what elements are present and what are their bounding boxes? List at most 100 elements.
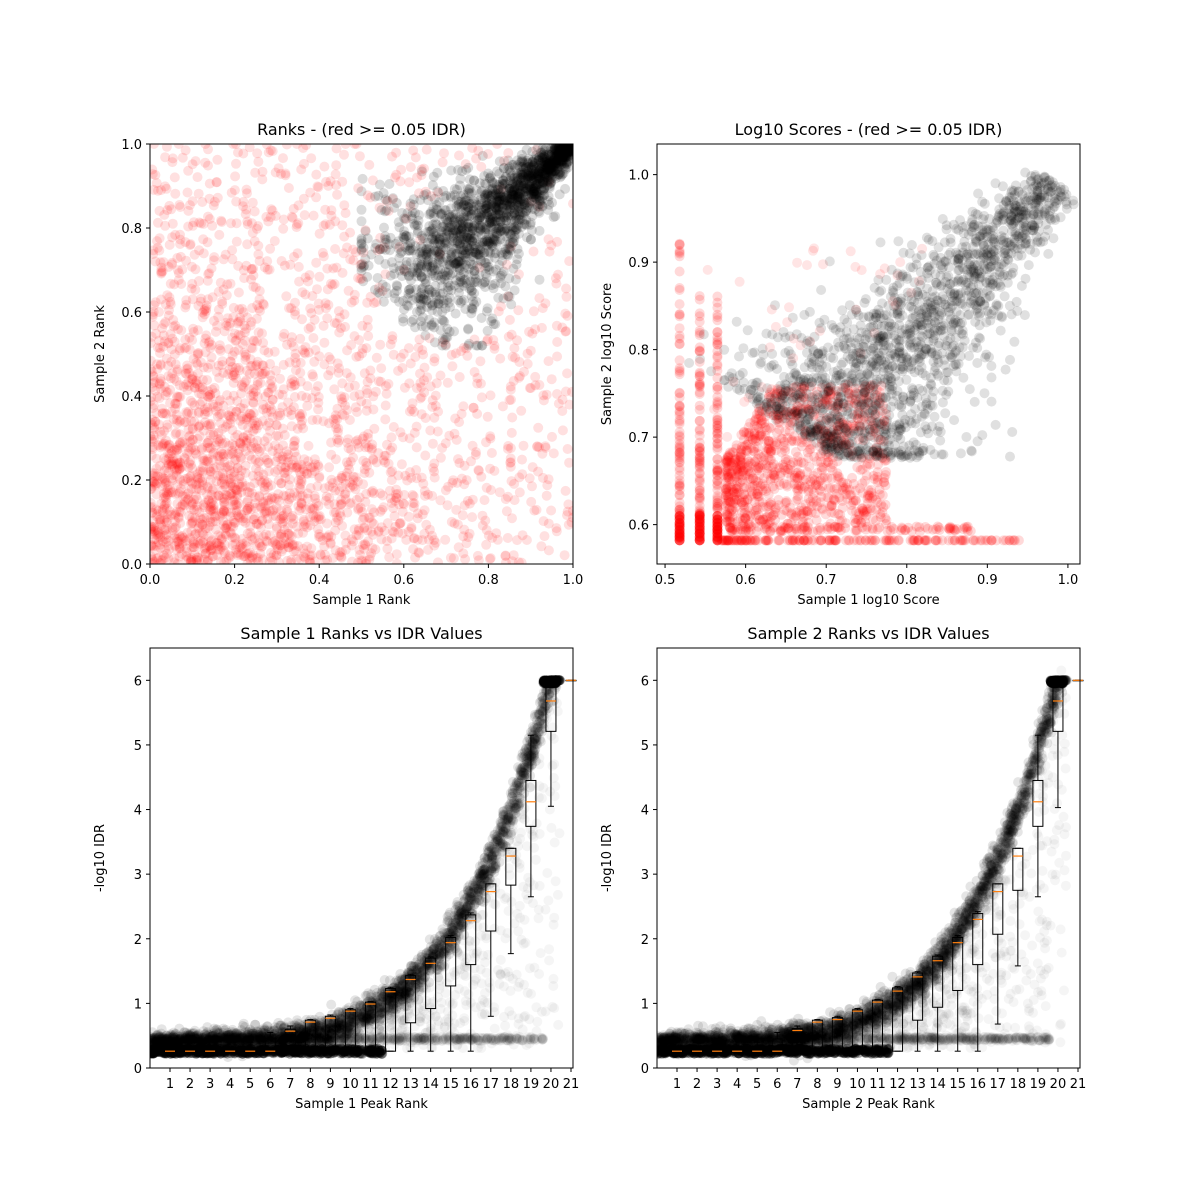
ranks-point-red <box>316 550 326 560</box>
ranks-point-red <box>503 533 513 543</box>
ranks-point-red <box>342 438 352 448</box>
ranks-point-red <box>325 220 335 230</box>
ranks-point-black <box>559 147 569 157</box>
ranks-point-red <box>171 428 181 438</box>
ranks-point-red <box>458 510 468 520</box>
ranks-point-red <box>512 535 522 545</box>
ranks-point-red <box>176 252 186 262</box>
ranks-point-red <box>174 268 184 278</box>
ranks-point-black <box>449 326 459 336</box>
scores-point-red <box>944 535 954 545</box>
ranks-point-red <box>338 268 348 278</box>
ranks-point-red <box>340 401 350 411</box>
ranks-point-red <box>458 401 468 411</box>
ranks-point-red <box>538 303 548 313</box>
scores-point-red <box>1010 535 1020 545</box>
ranks-point-red <box>313 181 323 191</box>
ranks-point-red <box>234 363 244 373</box>
ranks-point-red <box>194 245 204 255</box>
ranks-point-red <box>174 440 184 450</box>
ranks-point-red <box>187 398 197 408</box>
ranks-point-red <box>257 360 267 370</box>
ranks-point-black <box>428 235 438 245</box>
ranks-point-red <box>174 200 184 210</box>
ranks-point-red <box>281 291 291 301</box>
ranks-point-red <box>326 355 336 365</box>
ranks-point-red <box>151 329 161 339</box>
ranks-xtick-label: 0.4 <box>309 573 330 588</box>
scores-point-red <box>844 535 854 545</box>
ranks-point-red <box>178 153 188 163</box>
scores-point-red <box>763 535 773 545</box>
ranks-point-red <box>187 478 197 488</box>
scores-point-red <box>958 524 968 534</box>
ranks-point-red <box>362 399 372 409</box>
scores-point-red <box>695 511 705 521</box>
ranks-point-red <box>420 363 430 373</box>
ranks-point-black <box>464 339 474 349</box>
ranks-point-red <box>371 387 381 397</box>
ranks-point-red <box>319 321 329 331</box>
ranks-point-red <box>236 540 246 550</box>
ranks-point-red <box>197 389 207 399</box>
ranks-point-black <box>511 224 521 234</box>
ranks-point-red <box>231 197 241 207</box>
ranks-point-red <box>307 393 317 403</box>
ranks-point-red <box>468 495 478 505</box>
scores-point-red <box>712 481 722 491</box>
ranks-point-red <box>186 519 196 529</box>
ranks-point-red <box>395 427 405 437</box>
ranks-point-red <box>191 378 201 388</box>
ranks-point-red <box>406 162 416 172</box>
ranks-point-red <box>167 232 177 242</box>
ranks-xtick-label: 0.2 <box>224 573 245 588</box>
ranks-point-red <box>560 309 570 319</box>
ranks-point-red <box>167 344 177 354</box>
ranks-point-red <box>281 462 291 472</box>
ranks-point-red <box>370 544 380 554</box>
ranks-point-red <box>266 376 276 386</box>
ranks-point-red <box>418 350 428 360</box>
ranks-point-black <box>409 200 419 210</box>
ranks-point-red <box>533 423 543 433</box>
ranks-point-red <box>206 419 216 429</box>
ranks-point-red <box>407 522 417 532</box>
ranks-point-red <box>183 166 193 176</box>
ranks-point-red <box>242 217 252 227</box>
ranks-point-red <box>233 318 243 328</box>
ranks-point-red <box>234 288 244 298</box>
ranks-point-red <box>542 491 552 501</box>
ranks-point-red <box>200 404 210 414</box>
ranks-point-red <box>328 280 338 290</box>
ranks-point-red <box>291 463 301 473</box>
scores-point-red <box>816 525 826 535</box>
ranks-point-red <box>234 479 244 489</box>
ranks-point-black <box>394 236 404 246</box>
ranks-point-red <box>507 428 517 438</box>
ranks-point-red <box>295 334 305 344</box>
ranks-point-red <box>207 352 217 362</box>
ranks-point-red <box>501 494 511 504</box>
scores-point-red <box>881 535 891 545</box>
ranks-point-red <box>219 285 229 295</box>
ranks-point-red <box>517 455 527 465</box>
ranks-point-red <box>184 462 194 472</box>
ranks-point-black <box>375 180 385 190</box>
scores-point-red <box>712 385 722 395</box>
scores-point-red <box>695 379 705 389</box>
ranks-point-red <box>290 298 300 308</box>
ranks-point-red <box>541 443 551 453</box>
ranks-point-black <box>377 205 387 215</box>
ranks-point-red <box>170 189 180 199</box>
ranks-point-black <box>546 144 556 154</box>
ranks-point-red <box>363 322 373 332</box>
ranks-point-red <box>178 491 188 501</box>
ranks-point-red <box>386 467 396 477</box>
ranks-point-red <box>320 205 330 215</box>
ranks-point-red <box>200 334 210 344</box>
ranks-point-red <box>152 554 162 564</box>
ranks-point-red <box>308 372 318 382</box>
ranks-point-red <box>443 378 453 388</box>
ranks-point-black <box>470 269 480 279</box>
ranks-point-red <box>203 237 213 247</box>
